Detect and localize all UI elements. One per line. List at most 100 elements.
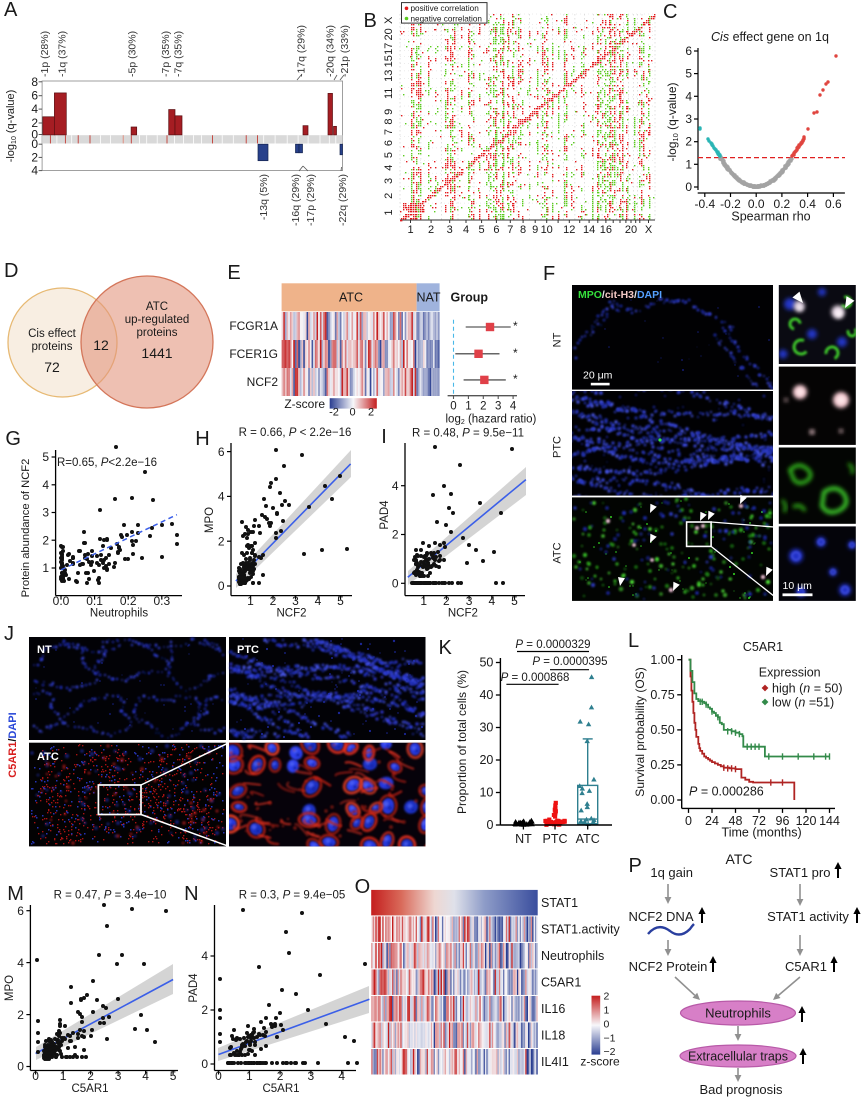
- svg-text:4: 4: [42, 478, 49, 492]
- svg-text:NAT: NAT: [416, 291, 440, 305]
- svg-text:11: 11: [383, 88, 395, 99]
- svg-text:0.25: 0.25: [650, 758, 674, 772]
- svg-text:Neutrophils: Neutrophils: [90, 608, 148, 620]
- svg-text:NT: NT: [552, 332, 564, 347]
- svg-text:NCF2: NCF2: [247, 375, 279, 389]
- svg-text:1: 1: [420, 594, 427, 608]
- svg-text:5: 5: [383, 152, 395, 158]
- svg-text:positive correlation: positive correlation: [411, 4, 480, 13]
- svg-text:5: 5: [42, 450, 49, 464]
- svg-text:2: 2: [31, 150, 38, 164]
- svg-text:ATC: ATC: [552, 542, 564, 563]
- svg-text:0.75: 0.75: [650, 688, 674, 702]
- svg-text:4: 4: [488, 594, 495, 608]
- svg-text:9: 9: [383, 109, 395, 115]
- svg-text:P = 0.0000395: P = 0.0000395: [532, 656, 607, 668]
- svg-text:*: *: [513, 346, 518, 360]
- svg-text:3: 3: [292, 594, 299, 608]
- svg-text:40: 40: [479, 688, 493, 702]
- svg-text:-22q (29%): -22q (29%): [337, 174, 349, 226]
- svg-text:4: 4: [31, 164, 38, 178]
- svg-text:PTC: PTC: [552, 436, 564, 458]
- svg-text:1: 1: [465, 401, 471, 413]
- svg-text:PTC: PTC: [543, 832, 568, 846]
- svg-text:0.0: 0.0: [53, 594, 70, 608]
- svg-text:R = 0.66, P < 2.2e−16: R = 0.66, P < 2.2e−16: [239, 427, 352, 439]
- svg-text:PTC: PTC: [237, 644, 259, 656]
- svg-text:6: 6: [383, 140, 395, 146]
- svg-text:1: 1: [685, 157, 692, 171]
- svg-text:1: 1: [383, 209, 395, 215]
- svg-text:4: 4: [510, 401, 517, 413]
- svg-text:6: 6: [218, 445, 225, 459]
- svg-text:ATC: ATC: [146, 301, 168, 313]
- svg-text:C: C: [663, 1, 677, 23]
- svg-text:3: 3: [495, 401, 501, 413]
- svg-text:Spearman rho: Spearman rho: [731, 210, 810, 224]
- svg-text:4: 4: [218, 490, 225, 504]
- svg-text:2: 2: [443, 594, 450, 608]
- svg-text:-1q (37%): -1q (37%): [57, 31, 69, 77]
- svg-text:M: M: [7, 883, 24, 905]
- svg-text:6: 6: [31, 89, 38, 103]
- svg-text:4: 4: [315, 594, 322, 608]
- svg-text:B: B: [364, 10, 377, 32]
- svg-text:0.2: 0.2: [120, 594, 137, 608]
- svg-text:MPO: MPO: [204, 507, 216, 533]
- svg-text:30: 30: [479, 721, 493, 735]
- svg-text:8: 8: [383, 118, 395, 124]
- svg-text:2: 2: [685, 135, 692, 149]
- svg-text:Proportion of total cells (%): Proportion of total cells (%): [455, 670, 469, 814]
- svg-text:3: 3: [42, 506, 49, 520]
- svg-text:-16q (29%): -16q (29%): [290, 174, 302, 226]
- svg-text:K: K: [439, 637, 453, 659]
- svg-text:3: 3: [685, 112, 692, 126]
- svg-text:9: 9: [532, 224, 538, 236]
- svg-text:72: 72: [44, 359, 60, 375]
- svg-text:3: 3: [466, 594, 473, 608]
- svg-text:20: 20: [625, 224, 637, 236]
- svg-text:5: 5: [685, 67, 692, 81]
- svg-text:0: 0: [685, 814, 692, 828]
- svg-text:Z-score: Z-score: [284, 397, 325, 411]
- svg-text:up-regulated: up-regulated: [125, 314, 190, 326]
- svg-text:NCF2: NCF2: [276, 608, 306, 620]
- svg-text:C5AR1: C5AR1: [743, 640, 783, 654]
- svg-text:0.3: 0.3: [153, 594, 170, 608]
- svg-text:10 μm: 10 μm: [783, 580, 813, 592]
- svg-text:ATC: ATC: [339, 291, 363, 305]
- svg-text:E: E: [227, 262, 240, 284]
- svg-text:10: 10: [541, 224, 553, 236]
- svg-text:12: 12: [93, 337, 109, 353]
- svg-text:0.6: 0.6: [825, 197, 842, 211]
- svg-text:-1p (28%): -1p (28%): [39, 31, 51, 77]
- svg-text:2: 2: [42, 534, 49, 548]
- svg-text:Time (months): Time (months): [722, 826, 802, 840]
- svg-text:NT: NT: [515, 832, 532, 846]
- svg-text:negative correlation: negative correlation: [411, 14, 483, 23]
- svg-text:7: 7: [383, 129, 395, 135]
- svg-text:3: 3: [383, 178, 395, 184]
- svg-text:10: 10: [479, 786, 493, 800]
- svg-text:2: 2: [383, 193, 395, 199]
- svg-text:low (n =51): low (n =51): [772, 696, 834, 710]
- svg-text:50: 50: [479, 656, 493, 670]
- svg-text:MPO/cit-H3/DAPI: MPO/cit-H3/DAPI: [578, 289, 662, 301]
- svg-text:proteins: proteins: [137, 327, 178, 339]
- svg-text:FCGR1A: FCGR1A: [229, 319, 278, 333]
- svg-text:NT: NT: [37, 644, 52, 656]
- svg-text:0.00: 0.00: [650, 793, 674, 807]
- svg-text:-5p (30%): -5p (30%): [127, 31, 139, 77]
- svg-text:I: I: [381, 426, 387, 448]
- svg-text:Cis effect: Cis effect: [28, 328, 77, 340]
- svg-text:12: 12: [563, 224, 575, 236]
- svg-text:0: 0: [450, 401, 456, 413]
- svg-text:R = 0.48, P = 9.5e−11: R = 0.48, P = 9.5e−11: [412, 428, 524, 440]
- svg-text:4: 4: [383, 165, 395, 171]
- svg-text:P = 0.0000329: P = 0.0000329: [515, 639, 590, 651]
- svg-text:144: 144: [819, 814, 840, 828]
- svg-text:20 μm: 20 μm: [583, 370, 613, 382]
- svg-text:0: 0: [31, 137, 38, 151]
- svg-text:Group: Group: [451, 291, 489, 305]
- svg-text:2: 2: [270, 594, 277, 608]
